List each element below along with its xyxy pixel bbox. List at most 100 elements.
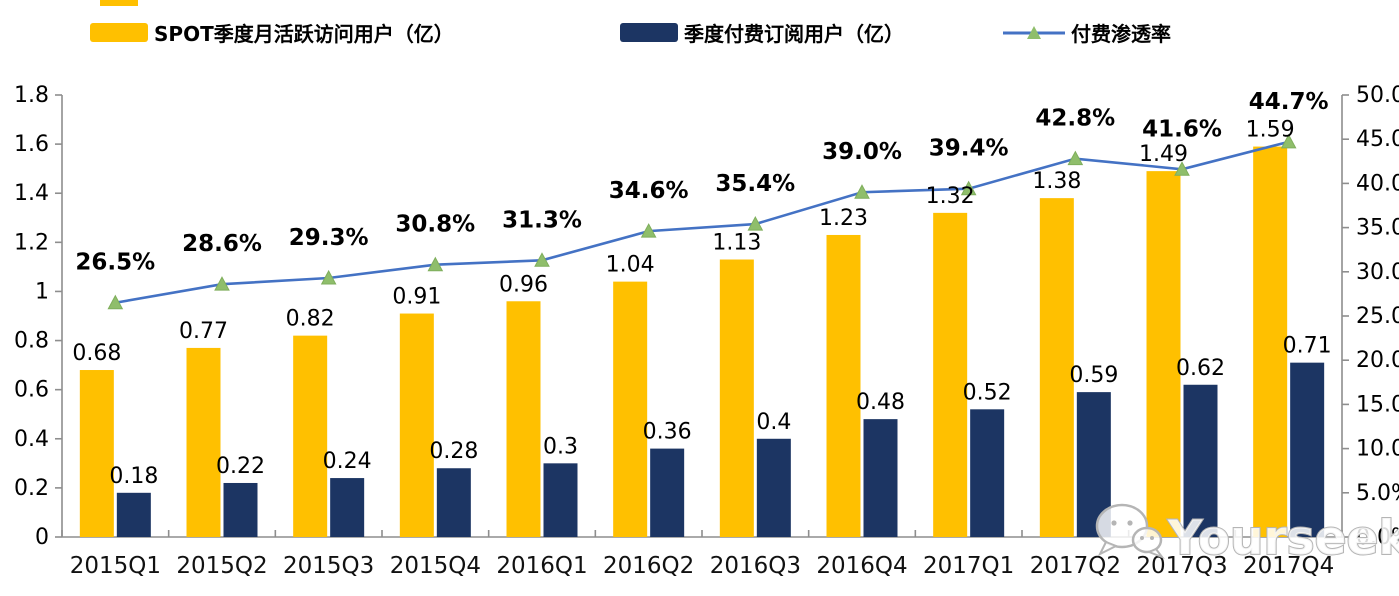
bar-mau <box>186 347 221 537</box>
penetration-marker <box>534 252 550 267</box>
bar-subs <box>1183 384 1218 537</box>
y-right-tick-label: 5.0% <box>1356 481 1399 506</box>
bar-subs <box>863 419 898 537</box>
y-right-tick-label: 20.0% <box>1356 348 1399 373</box>
y-left-tick-label: 1.2 <box>14 230 49 255</box>
legend-item-penetration: 付费渗透率 <box>1003 18 1171 47</box>
penetration-marker <box>640 223 657 238</box>
penetration-marker <box>320 269 337 285</box>
y-left-tick-label: 0.4 <box>14 427 49 452</box>
bar-subs <box>436 468 471 537</box>
y-right-tick-label: 0.0% <box>1356 525 1399 550</box>
bar-mau <box>399 313 434 537</box>
bar-mau <box>826 234 861 537</box>
y-left-tick-label: 1.6 <box>14 132 49 157</box>
y-right-tick-label: 40.0% <box>1356 171 1399 196</box>
bar-subs <box>1290 362 1325 537</box>
mau-value-label: 0.96 <box>499 272 548 297</box>
bar-mau <box>933 212 968 537</box>
legend-item-subs: 季度付费订阅用户（亿） <box>620 18 904 47</box>
watermark: Yourseeker <box>1095 503 1399 567</box>
subs-value-label: 0.52 <box>963 380 1012 405</box>
legend-item-mau: SPOT季度月活跃访问用户（亿） <box>90 18 454 47</box>
mau-value-label: 1.49 <box>1139 142 1188 167</box>
x-tick-label: 2017Q4 <box>1243 553 1334 579</box>
x-tick-label: 2016Q1 <box>496 553 587 579</box>
subs-value-label: 0.3 <box>543 434 578 459</box>
penetration-value-label: 34.6% <box>609 178 689 204</box>
bar-subs <box>756 438 791 537</box>
bar-subs <box>543 463 578 537</box>
bar-mau <box>1146 171 1181 537</box>
mau-value-label: 0.68 <box>72 341 121 366</box>
x-tick-label: 2016Q4 <box>816 553 907 579</box>
bar-mau <box>719 259 754 537</box>
penetration-value-label: 30.8% <box>395 212 475 238</box>
y-right-tick-label: 35.0% <box>1356 216 1399 241</box>
bar-subs <box>116 492 151 537</box>
penetration-marker <box>427 256 444 272</box>
bar-subs <box>970 409 1005 537</box>
bar-mau <box>1253 146 1288 538</box>
penetration-legend-label: 付费渗透率 <box>1071 22 1171 46</box>
triangle-marker-icon <box>1027 25 1041 39</box>
penetration-value-label: 26.5% <box>75 250 155 276</box>
subs-value-label: 0.28 <box>429 439 478 464</box>
penetration-legend-sample <box>1003 25 1065 39</box>
penetration-value-label: 35.4% <box>715 171 795 197</box>
subs-legend-label: 季度付费订阅用户（亿） <box>684 22 904 46</box>
penetration-value-label: 41.6% <box>1142 116 1222 142</box>
penetration-value-label: 31.3% <box>502 207 582 233</box>
x-tick-label: 2017Q3 <box>1136 553 1227 579</box>
x-tick-label: 2016Q2 <box>603 553 694 579</box>
y-left-tick-label: 0.6 <box>14 378 49 403</box>
watermark-text: Yourseeker <box>1167 511 1399 566</box>
penetration-marker <box>107 294 124 310</box>
wechat-icon <box>1095 503 1165 560</box>
penetration-value-label: 39.0% <box>822 139 902 165</box>
bar-subs <box>650 448 685 537</box>
y-right-tick-label: 50.0% <box>1356 83 1399 108</box>
y-right-tick-label: 15.0% <box>1356 392 1399 417</box>
mau-value-label: 1.04 <box>606 253 655 278</box>
penetration-marker <box>1174 161 1190 176</box>
y-right-tick-label: 45.0% <box>1356 127 1399 152</box>
mau-value-label: 0.91 <box>392 285 441 310</box>
subs-value-label: 0.36 <box>643 420 692 445</box>
mau-value-label: 0.82 <box>286 307 335 332</box>
penetration-value-label: 44.7% <box>1249 89 1329 115</box>
mau-value-label: 1.32 <box>926 184 975 209</box>
subs-value-label: 0.62 <box>1176 356 1225 381</box>
penetration-value-label: 28.6% <box>182 231 262 257</box>
bar-subs <box>223 482 258 537</box>
mau-legend-label: SPOT季度月活跃访问用户（亿） <box>154 22 454 46</box>
x-tick-label: 2017Q2 <box>1030 553 1121 579</box>
y-left-tick-label: 0.2 <box>14 476 49 501</box>
mau-legend-swatch <box>90 23 148 42</box>
subs-value-label: 0.48 <box>856 390 905 415</box>
penetration-marker <box>1280 133 1297 149</box>
y-left-tick-label: 1.8 <box>14 83 49 108</box>
penetration-marker <box>854 184 870 199</box>
y-right-tick-label: 25.0% <box>1356 304 1399 329</box>
subs-value-label: 0.18 <box>109 464 158 489</box>
y-left-tick-label: 0 <box>35 525 49 550</box>
penetration-marker <box>1067 150 1084 166</box>
bar-subs <box>330 478 365 537</box>
y-left-tick-label: 0.8 <box>14 329 49 354</box>
penetration-marker <box>747 216 764 231</box>
mau-value-label: 1.13 <box>712 231 761 256</box>
x-tick-label: 2015Q4 <box>390 553 481 579</box>
mau-value-label: 0.77 <box>179 319 228 344</box>
penetration-marker <box>214 276 230 291</box>
cropped-bar-artifact <box>100 0 138 6</box>
bar-mau <box>1039 198 1074 537</box>
subs-value-label: 0.22 <box>216 454 265 479</box>
subs-value-label: 0.4 <box>756 410 791 435</box>
mau-value-label: 1.59 <box>1246 118 1295 143</box>
y-left-tick-label: 1 <box>35 279 49 304</box>
bar-mau <box>293 335 328 537</box>
x-tick-label: 2015Q3 <box>283 553 374 579</box>
